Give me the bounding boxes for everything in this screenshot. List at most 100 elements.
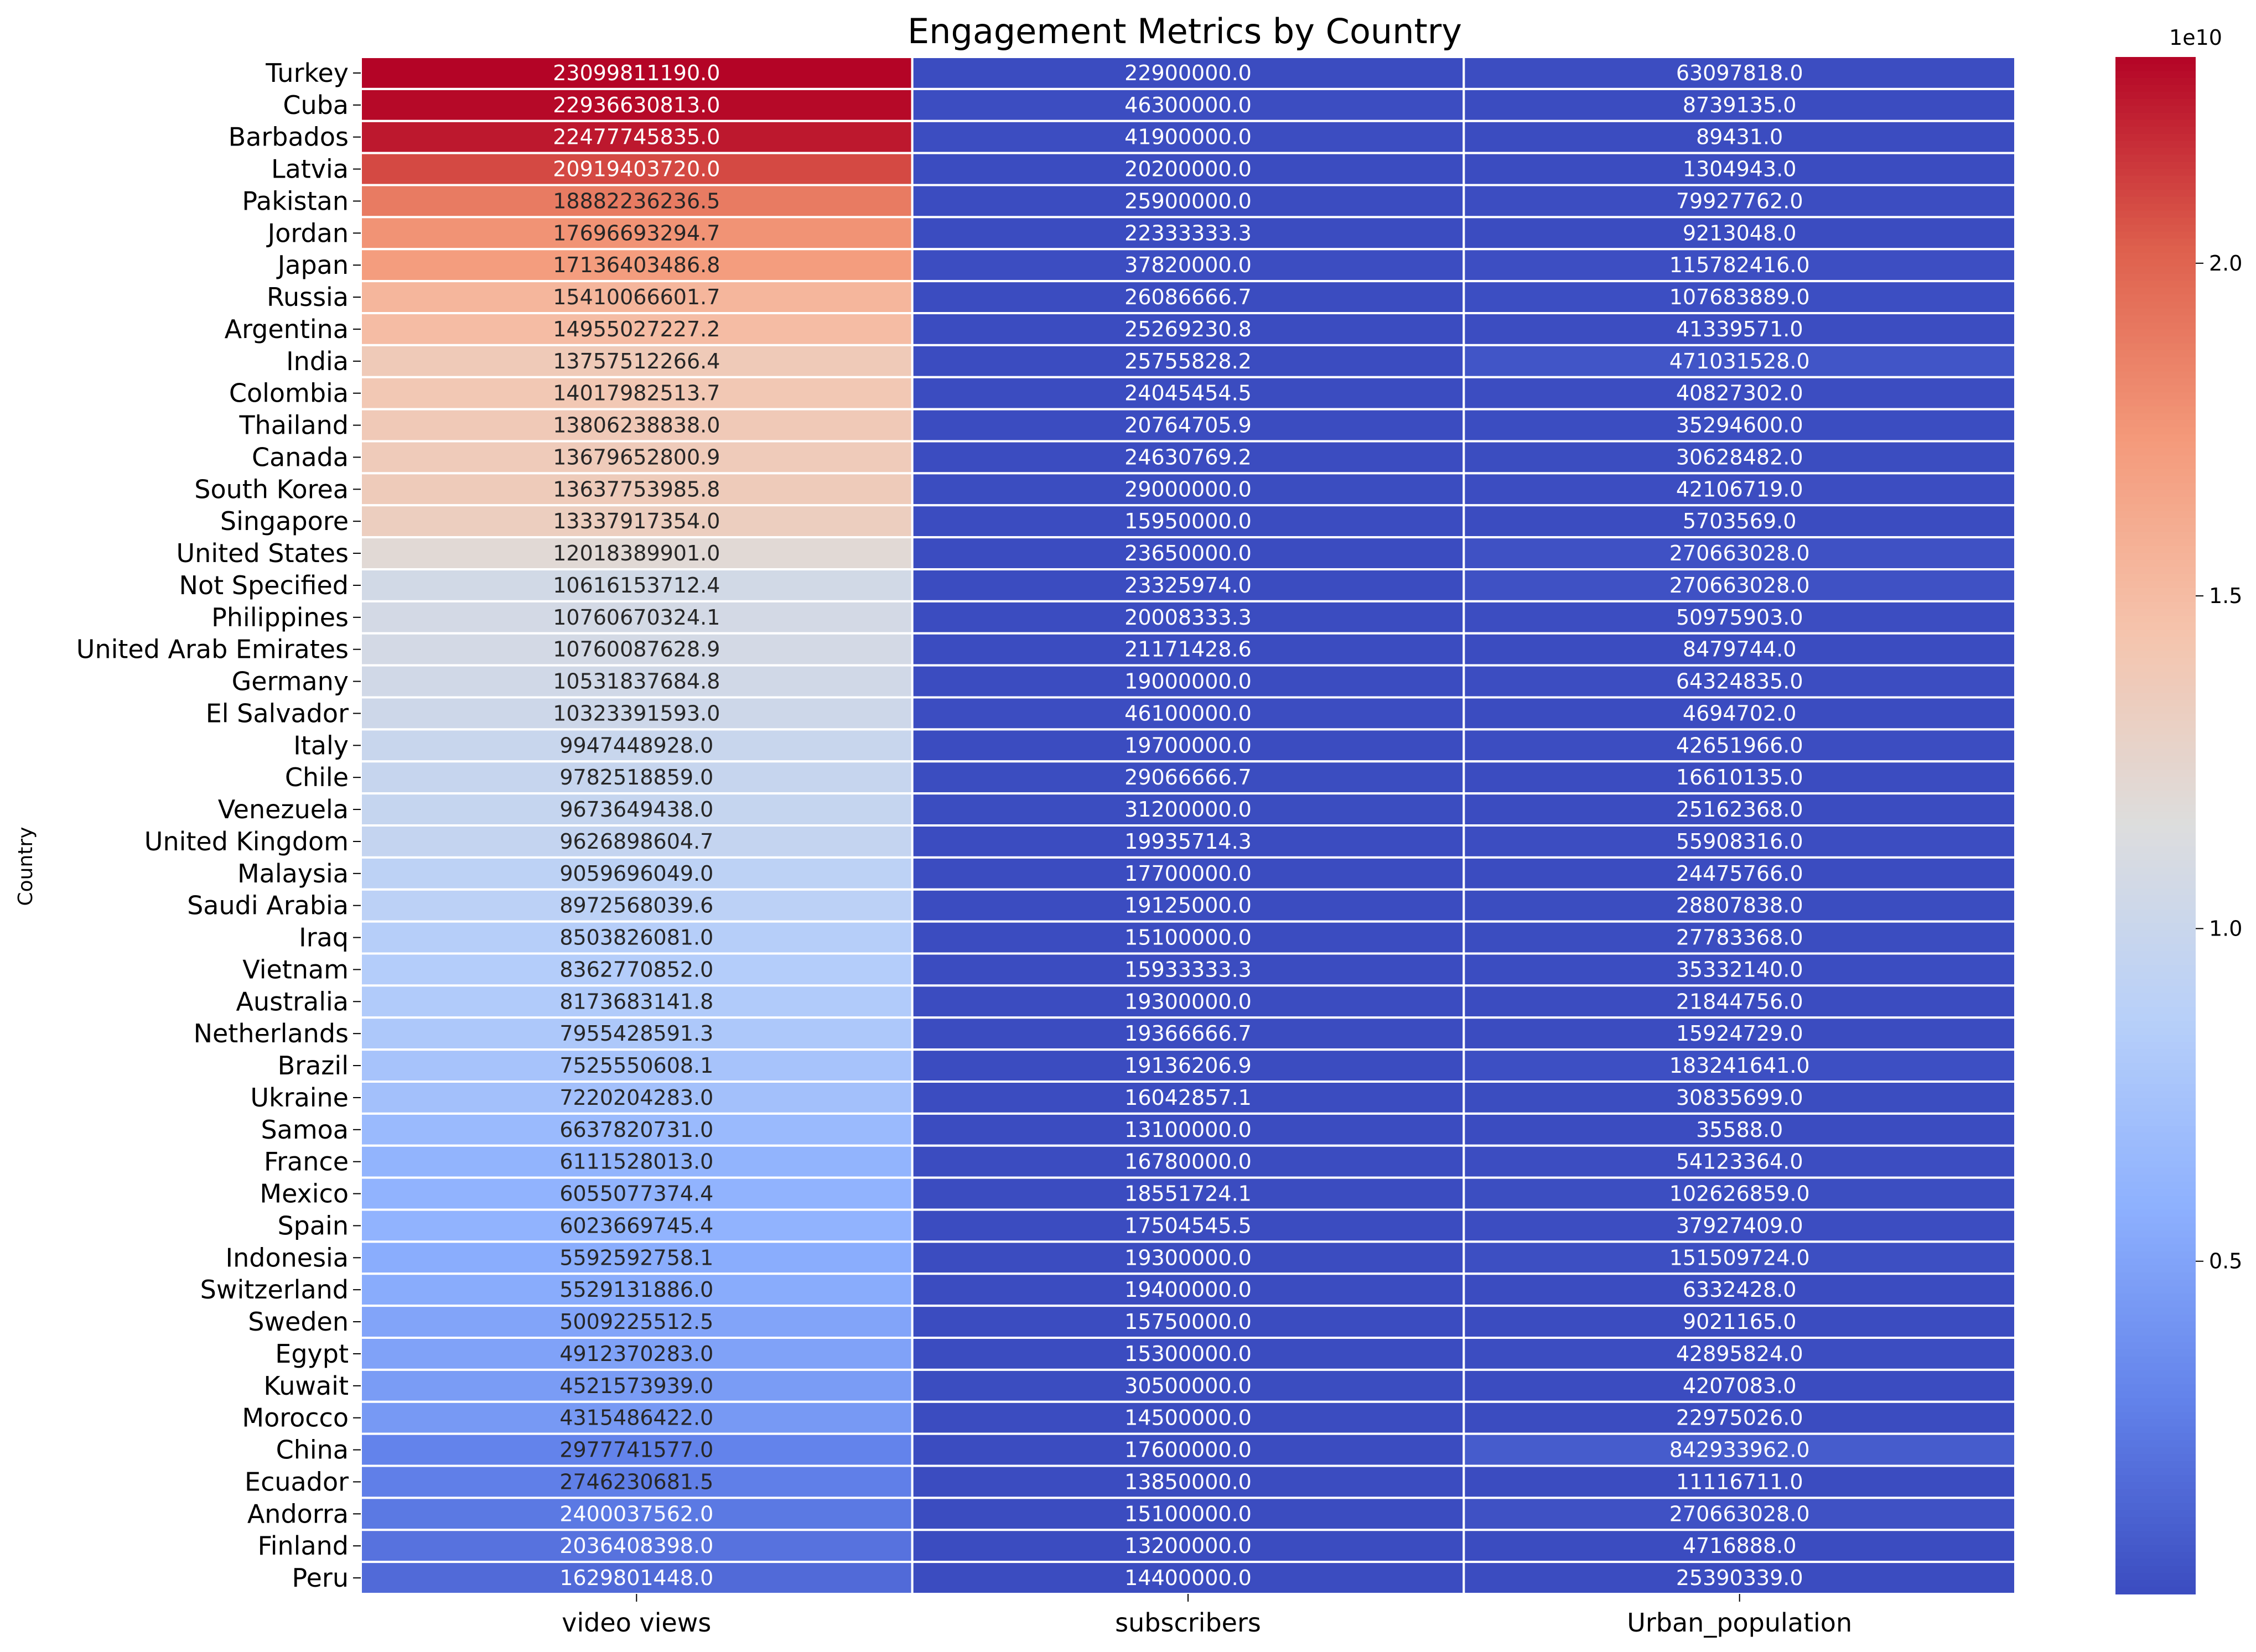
cell-value-label: 46300000.0 xyxy=(1124,93,1252,117)
country-tick-label: Russia xyxy=(267,282,349,312)
colorbar-segment xyxy=(2115,1321,2196,1329)
colorbar-segment xyxy=(2115,776,2196,785)
heatmap-cell xyxy=(1462,696,2016,731)
cell-value-label: 22900000.0 xyxy=(1124,61,1252,85)
country-tick-labels: TurkeyCubaBarbadosLatviaPakistanJordanJa… xyxy=(76,58,361,1593)
colorbar-segment xyxy=(2115,469,2196,477)
colorbar-segment xyxy=(2115,1461,2196,1469)
cell-value-label: 20764705.9 xyxy=(1124,413,1252,438)
colorbar-segment xyxy=(2115,1132,2196,1141)
colorbar-segment xyxy=(2115,120,2196,128)
colorbar-segment xyxy=(2115,1161,2196,1168)
colorbar-segment xyxy=(2115,881,2196,889)
colorbar-segment xyxy=(2115,1419,2196,1427)
heatmap-cell xyxy=(1462,1176,2016,1211)
colorbar-segment xyxy=(2115,245,2196,253)
cell-value-label: 5529131886.0 xyxy=(559,1277,713,1302)
cell-value-label: 17504545.5 xyxy=(1124,1213,1252,1238)
colorbar-segment xyxy=(2115,490,2196,498)
colorbar-segment xyxy=(2115,581,2196,589)
country-tick-label: Spain xyxy=(277,1211,349,1240)
colorbar-segment xyxy=(2115,462,2196,470)
cell-value-label: 4521573939.0 xyxy=(559,1374,713,1398)
cell-value-label: 270663028.0 xyxy=(1669,541,1810,565)
colorbar-segment xyxy=(2115,183,2196,190)
cell-value-label: 2400037562.0 xyxy=(559,1502,713,1526)
cell-value-label: 4207083.0 xyxy=(1683,1374,1797,1398)
colorbar-segment xyxy=(2115,637,2196,645)
cell-value-label: 17696693294.7 xyxy=(553,221,720,245)
heatmap-cell xyxy=(1462,1144,2016,1179)
colorbar-segment xyxy=(2115,1405,2196,1413)
colorbar-segment xyxy=(2115,1119,2196,1126)
colorbar-segment xyxy=(2115,259,2196,267)
colorbar-segment xyxy=(2115,1223,2196,1232)
country-tick-label: Mexico xyxy=(260,1179,349,1209)
cell-value-label: 24475766.0 xyxy=(1676,861,1803,886)
colorbar-segment xyxy=(2115,1559,2196,1567)
cell-value-label: 26086666.7 xyxy=(1124,285,1252,309)
cell-value-label: 27783368.0 xyxy=(1676,926,1803,950)
cell-value-label: 25390339.0 xyxy=(1676,1566,1803,1590)
heatmap-cell xyxy=(360,1561,914,1595)
colorbar-tick-label: 1.0 xyxy=(2209,916,2242,941)
metric-tick-label: video views xyxy=(562,1608,711,1638)
colorbar-segment xyxy=(2115,1028,2196,1036)
cell-value-label: 15924729.0 xyxy=(1676,1021,1803,1046)
country-tick-label: Jordan xyxy=(266,218,349,248)
country-tick-label: Turkey xyxy=(265,58,349,88)
country-tick-label: China xyxy=(276,1435,349,1465)
heatmap-cell xyxy=(1462,120,2016,154)
heatmap-cell-labels: 23099811190.0 22900000.0 63097818.0 2293663… xyxy=(553,61,1809,1590)
cell-value-label: 2036408398.0 xyxy=(559,1534,713,1558)
country-tick-label: Argentina xyxy=(225,314,349,344)
colorbar-segment xyxy=(2115,622,2196,631)
colorbar-segment xyxy=(2115,1000,2196,1008)
colorbar-segment xyxy=(2115,1181,2196,1189)
cell-value-label: 17700000.0 xyxy=(1124,861,1252,886)
colorbar-segment xyxy=(2115,329,2196,337)
colorbar-segment xyxy=(2115,1209,2196,1218)
colorbar-segment xyxy=(2115,1175,2196,1182)
country-tick-label: Philippines xyxy=(211,602,349,632)
colorbar-segment xyxy=(2115,225,2196,232)
country-tick-label: Peru xyxy=(292,1563,349,1593)
cell-value-label: 23650000.0 xyxy=(1124,541,1252,565)
country-tick-label: Pakistan xyxy=(242,186,349,216)
heatmap-cell xyxy=(1462,312,2016,346)
heatmap-cell xyxy=(1462,1561,2016,1595)
colorbar-segment xyxy=(2115,1202,2196,1211)
heatmap-cell xyxy=(1462,1080,2016,1115)
cell-value-label: 25755828.2 xyxy=(1124,349,1252,373)
colorbar-segment xyxy=(2115,672,2196,679)
colorbar-segment xyxy=(2115,441,2196,449)
colorbar-segment xyxy=(2115,951,2196,959)
cell-value-label: 37927409.0 xyxy=(1676,1213,1803,1238)
colorbar-segment xyxy=(2115,755,2196,763)
cell-value-label: 102626859.0 xyxy=(1669,1182,1810,1206)
heatmap-cell xyxy=(1462,184,2016,219)
cell-value-label: 9782518859.0 xyxy=(559,765,713,789)
colorbar-segment xyxy=(2115,811,2196,819)
colorbar-segment xyxy=(2115,294,2196,302)
country-tick-label: Barbados xyxy=(229,122,349,152)
colorbar-segment xyxy=(2115,127,2196,134)
heatmap-cell xyxy=(911,696,1465,731)
country-tick-label: Colombia xyxy=(229,378,349,408)
cell-value-label: 10323391593.0 xyxy=(553,701,720,725)
colorbar-segment xyxy=(2115,420,2196,428)
colorbar-segment xyxy=(2115,734,2196,742)
colorbar-segment xyxy=(2115,595,2196,602)
colorbar-segment xyxy=(2115,133,2196,142)
cell-value-label: 16610135.0 xyxy=(1676,765,1803,789)
colorbar-segment xyxy=(2115,1545,2196,1553)
cell-value-label: 7525550608.1 xyxy=(559,1053,713,1078)
cell-value-label: 29066666.7 xyxy=(1124,765,1252,789)
cell-value-label: 23099811190.0 xyxy=(553,61,720,85)
country-tick-label: Andorra xyxy=(247,1499,349,1529)
colorbar-segment xyxy=(2115,588,2196,596)
heatmap-cell xyxy=(1462,1432,2016,1467)
cell-value-label: 12018389901.0 xyxy=(553,541,720,565)
cell-value-label: 4694702.0 xyxy=(1683,701,1797,725)
colorbar-segment xyxy=(2115,1335,2196,1343)
